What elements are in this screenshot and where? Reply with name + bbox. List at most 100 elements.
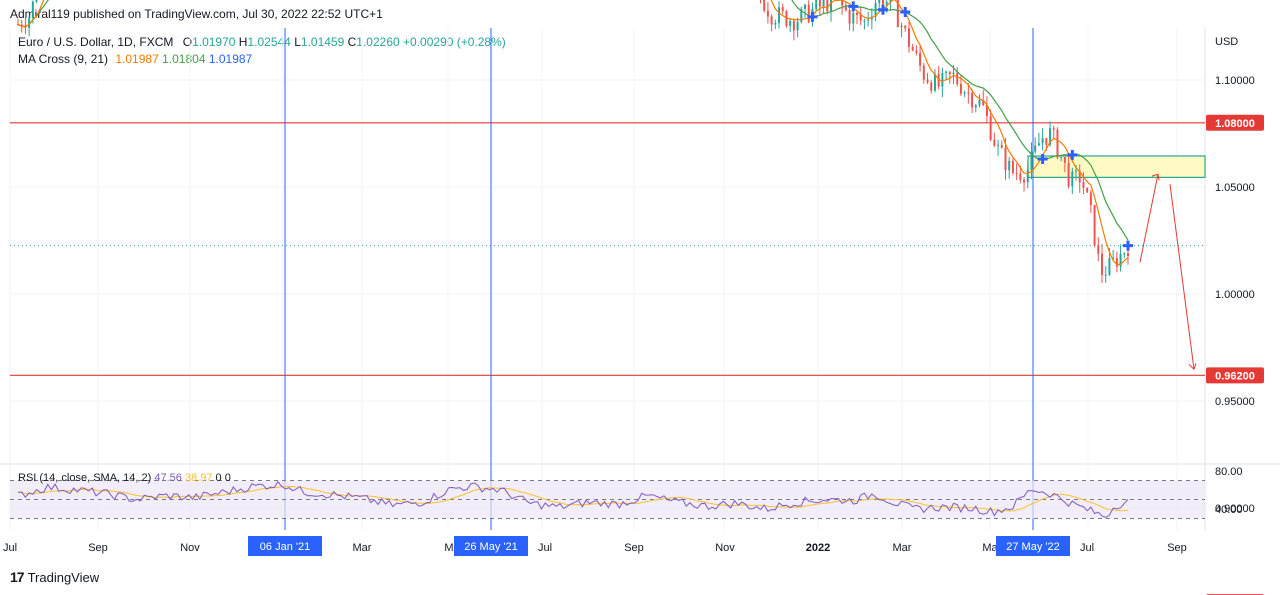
- ma-cross-marker: [1037, 154, 1048, 165]
- candle-body: [1034, 145, 1037, 152]
- ma-cross-marker: [877, 4, 888, 15]
- date-badge: [996, 536, 1070, 556]
- candle-body: [774, 22, 777, 25]
- candle-body: [989, 116, 992, 140]
- candle-body: [1026, 169, 1029, 183]
- candle-body: [1086, 187, 1089, 193]
- low-value: 1.01459: [300, 35, 345, 49]
- candle-body: [778, 7, 781, 23]
- ma-cross-marker: [848, 1, 859, 12]
- date-badge-label: 26 May '21: [464, 541, 517, 553]
- candle-body: [904, 25, 907, 29]
- rsi-extra-1: 0: [215, 472, 222, 484]
- rsi-tick-label: 80.00: [1215, 466, 1243, 478]
- rsi-value: 47.56: [154, 472, 182, 484]
- candle-body: [956, 72, 959, 85]
- candles: [17, 0, 1129, 283]
- open-label: O: [182, 35, 193, 49]
- arrow-head-up: [1151, 173, 1160, 181]
- rsi-extra-2: 0: [224, 472, 231, 484]
- candle-body: [982, 99, 985, 106]
- candle-body: [889, 0, 892, 2]
- candle-body: [822, 0, 825, 7]
- close-value: 1.02260: [356, 35, 400, 49]
- candle-body: [922, 65, 925, 80]
- projection-down: [1169, 184, 1195, 370]
- candle-body: [1075, 170, 1078, 172]
- y-axis-unit: USD: [1215, 36, 1238, 48]
- resistance-zone: [1027, 155, 1206, 178]
- candle-body: [948, 71, 951, 75]
- candle-body: [900, 25, 903, 27]
- ma-fast-line: [17, 0, 1129, 265]
- tradingview-brand[interactable]: 17 TradingView: [10, 569, 99, 585]
- x-tick-label: Ma: [982, 542, 998, 554]
- candle-body: [926, 79, 929, 83]
- candle-body: [848, 10, 851, 24]
- ma-cross-marker: [1067, 149, 1078, 160]
- rsi-legend: RSI (14, close, SMA, 14, 2) 47.56 38.97 …: [18, 472, 231, 484]
- candle-body: [1067, 162, 1070, 187]
- rsi-pane: 80.00 40.00: [10, 466, 1243, 519]
- open-value: 1.01970: [192, 35, 236, 49]
- candle-body: [1019, 173, 1022, 180]
- ma-slow-line: [17, 0, 1129, 241]
- candle-body: [807, 4, 810, 23]
- candle-body: [911, 46, 914, 51]
- arrow-head-down: [1188, 363, 1197, 371]
- cross-markers: [807, 1, 1133, 251]
- candle-body: [896, 0, 899, 27]
- time-axis[interactable]: Jul Sep Nov Mar Ma Jul Sep Nov 2022 Mar Ma Jul Sep06…: [3, 536, 1187, 556]
- candle-body: [1023, 179, 1026, 183]
- candle-body: [1115, 257, 1118, 267]
- projection-up: [1139, 174, 1159, 263]
- ma-row: MA Cross (9, 21) 1.01987 1.01804 1.01987: [18, 51, 506, 68]
- candle-body: [1015, 172, 1018, 174]
- candle-body: [1123, 253, 1126, 255]
- y-tick-label: 1.05000: [1215, 182, 1255, 194]
- symbol-name: Euro / U.S. Dollar, 1D, FXCM: [18, 35, 174, 49]
- candle-body: [997, 144, 1000, 146]
- candle-body: [35, 0, 38, 2]
- candle-body: [844, 5, 847, 11]
- y-tick-label: 1.00000: [1215, 289, 1255, 301]
- x-tick-label: Mar: [353, 542, 372, 554]
- candle-body: [1108, 258, 1111, 275]
- x-tick-label: Nov: [715, 542, 735, 554]
- x-tick-label: Nov: [180, 542, 200, 554]
- candle-body: [1112, 257, 1115, 259]
- rsi-ma-value: 38.97: [184, 472, 213, 484]
- candle-body: [985, 105, 988, 117]
- candle-body: [993, 139, 996, 146]
- candle-body: [863, 20, 866, 22]
- moving-averages: [17, 0, 1129, 265]
- candle-body: [885, 1, 888, 5]
- level-badge-label: 0.96200: [1215, 370, 1255, 382]
- candle-body: [919, 52, 922, 66]
- level-badge-label: 1.08000: [1215, 118, 1255, 130]
- ma-cross-marker: [1123, 240, 1133, 251]
- price-axis[interactable]: USD1.200001.150001.100001.050001.000000.…: [1206, 0, 1264, 595]
- candle-body: [974, 105, 977, 108]
- ma-cross-marker: [807, 11, 818, 22]
- date-badge-label: 06 Jan '21: [260, 541, 310, 553]
- symbol-row: Euro / U.S. Dollar, 1D, FXCM O1.01970 H1…: [18, 34, 506, 51]
- low-label: L: [294, 35, 301, 49]
- candle-body: [859, 14, 862, 21]
- x-tick-label: Sep: [624, 542, 644, 554]
- candle-body: [800, 8, 803, 22]
- x-tick-label: Mar: [893, 542, 912, 554]
- candle-body: [830, 0, 833, 12]
- candle-body: [1037, 143, 1040, 146]
- candle-body: [1041, 138, 1044, 144]
- candle-body: [1093, 204, 1096, 246]
- y-tick-label: 0.95000: [1215, 396, 1255, 408]
- candle-body: [1008, 160, 1011, 171]
- brand-name: TradingView: [27, 569, 100, 585]
- chart-grid: [0, 28, 1280, 530]
- candle-body: [826, 0, 829, 12]
- candle-body: [963, 92, 966, 94]
- candle-body: [804, 4, 807, 9]
- candle-body: [1045, 138, 1048, 145]
